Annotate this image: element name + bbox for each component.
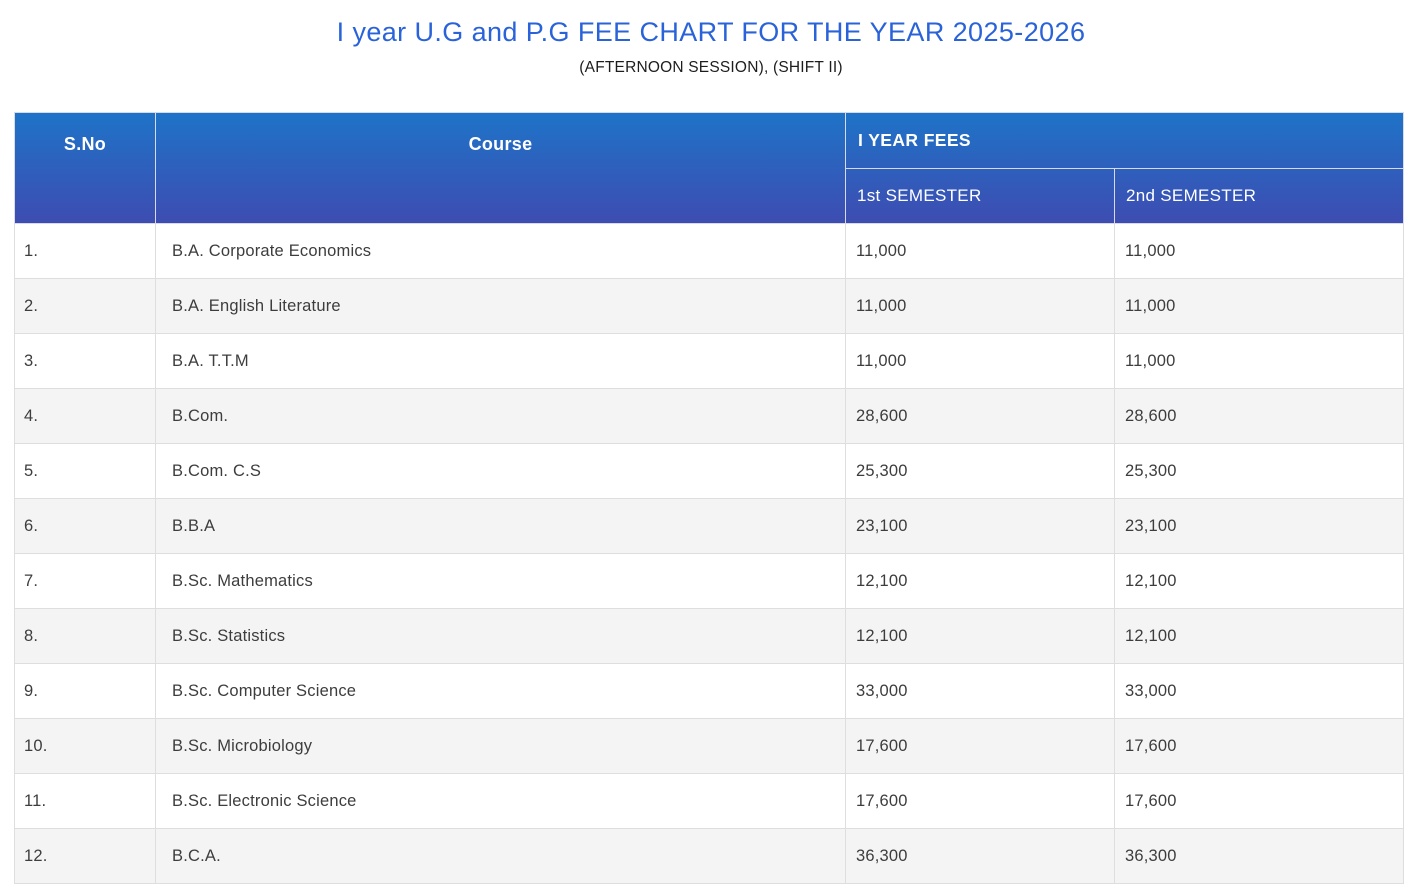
table-row: 6. B.B.A 23,100 23,100: [14, 498, 1404, 554]
cell-sno: 7.: [14, 553, 156, 609]
cell-sno: 12.: [14, 828, 156, 884]
cell-course: B.Sc. Statistics: [155, 608, 846, 664]
table-row: 2. B.A. English Literature 11,000 11,000: [14, 278, 1404, 334]
cell-course: B.A. T.T.M: [155, 333, 846, 389]
cell-sem2-fee: 12,100: [1114, 553, 1404, 609]
column-header-sno: S.No: [14, 112, 156, 224]
cell-sem1-fee: 25,300: [845, 443, 1115, 499]
cell-sem2-fee: 36,300: [1114, 828, 1404, 884]
cell-sno: 6.: [14, 498, 156, 554]
cell-sem1-fee: 23,100: [845, 498, 1115, 554]
table-row: 3. B.A. T.T.M 11,000 11,000: [14, 333, 1404, 389]
cell-sem2-fee: 12,100: [1114, 608, 1404, 664]
cell-sem2-fee: 17,600: [1114, 718, 1404, 774]
cell-sem2-fee: 11,000: [1114, 223, 1404, 279]
cell-course: B.Com. C.S: [155, 443, 846, 499]
cell-course: B.Com.: [155, 388, 846, 444]
cell-sno: 2.: [14, 278, 156, 334]
table-row: 7. B.Sc. Mathematics 12,100 12,100: [14, 553, 1404, 609]
cell-sem1-fee: 12,100: [845, 553, 1115, 609]
fee-table-body: 1. B.A. Corporate Economics 11,000 11,00…: [14, 223, 1404, 884]
cell-sno: 8.: [14, 608, 156, 664]
cell-sem2-fee: 28,600: [1114, 388, 1404, 444]
cell-sno: 1.: [14, 223, 156, 279]
cell-sno: 5.: [14, 443, 156, 499]
cell-sno: 10.: [14, 718, 156, 774]
header-row-semesters: 1st SEMESTER 2nd SEMESTER: [15, 168, 1404, 224]
cell-course: B.Sc. Electronic Science: [155, 773, 846, 829]
cell-sno: 4.: [14, 388, 156, 444]
cell-sem2-fee: 25,300: [1114, 443, 1404, 499]
table-row: 11. B.Sc. Electronic Science 17,600 17,6…: [14, 773, 1404, 829]
cell-course: B.Sc. Computer Science: [155, 663, 846, 719]
page-subtitle: (AFTERNOON SESSION), (SHIFT II): [579, 59, 843, 76]
cell-sem1-fee: 12,100: [845, 608, 1115, 664]
cell-sem1-fee: 33,000: [845, 663, 1115, 719]
table-row: 1. B.A. Corporate Economics 11,000 11,00…: [14, 223, 1404, 279]
cell-sem2-fee: 17,600: [1114, 773, 1404, 829]
table-row: 10. B.Sc. Microbiology 17,600 17,600: [14, 718, 1404, 774]
column-header-course: Course: [155, 112, 846, 224]
column-header-sem2: 2nd SEMESTER: [1114, 168, 1404, 224]
table-row: 9. B.Sc. Computer Science 33,000 33,000: [14, 663, 1404, 719]
column-header-year-fees: I YEAR FEES: [845, 112, 1404, 169]
cell-sem1-fee: 36,300: [845, 828, 1115, 884]
fee-table-header: S.No Course I YEAR FEES 1st SEMESTER 2nd…: [14, 112, 1404, 224]
cell-course: B.A. English Literature: [155, 278, 846, 334]
page-title: I year U.G and P.G FEE CHART FOR THE YEA…: [336, 17, 1086, 47]
fee-table: S.No Course I YEAR FEES 1st SEMESTER 2nd…: [14, 112, 1404, 884]
column-header-sem1: 1st SEMESTER: [845, 168, 1115, 224]
cell-sem2-fee: 33,000: [1114, 663, 1404, 719]
cell-sem1-fee: 17,600: [845, 773, 1115, 829]
cell-course: B.A. Corporate Economics: [155, 223, 846, 279]
cell-course: B.Sc. Microbiology: [155, 718, 846, 774]
cell-course: B.Sc. Mathematics: [155, 553, 846, 609]
table-row: 4. B.Com. 28,600 28,600: [14, 388, 1404, 444]
cell-sem1-fee: 17,600: [845, 718, 1115, 774]
table-row: 12. B.C.A. 36,300 36,300: [14, 828, 1404, 884]
page-header: I year U.G and P.G FEE CHART FOR THE YEA…: [0, 0, 1422, 77]
table-row: 8. B.Sc. Statistics 12,100 12,100: [14, 608, 1404, 664]
cell-sno: 3.: [14, 333, 156, 389]
cell-sem2-fee: 23,100: [1114, 498, 1404, 554]
cell-sem1-fee: 11,000: [845, 223, 1115, 279]
cell-course: B.C.A.: [155, 828, 846, 884]
cell-sem2-fee: 11,000: [1114, 333, 1404, 389]
cell-course: B.B.A: [155, 498, 846, 554]
cell-sem1-fee: 11,000: [845, 333, 1115, 389]
cell-sem2-fee: 11,000: [1114, 278, 1404, 334]
cell-sem1-fee: 28,600: [845, 388, 1115, 444]
table-row: 5. B.Com. C.S 25,300 25,300: [14, 443, 1404, 499]
cell-sno: 9.: [14, 663, 156, 719]
header-row-main: S.No Course I YEAR FEES: [14, 112, 1404, 224]
cell-sem1-fee: 11,000: [845, 278, 1115, 334]
cell-sno: 11.: [14, 773, 156, 829]
